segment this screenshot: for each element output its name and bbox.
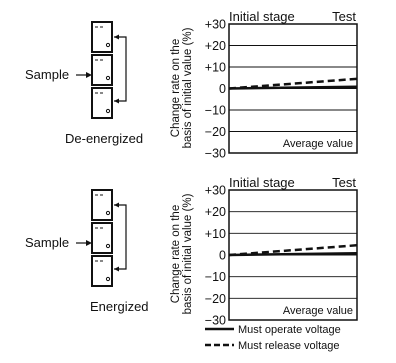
y-axis-label: Change rate on the basis of initial valu… bbox=[170, 27, 194, 148]
condition-label: Energized bbox=[90, 299, 149, 314]
panel-energized: Sample Energized Change rate on the basi… bbox=[25, 175, 358, 328]
relay-box-2 bbox=[91, 222, 113, 254]
sample-arrowhead bbox=[86, 240, 92, 246]
condition-label: De-energized bbox=[65, 131, 143, 146]
y-tick-label: +20 bbox=[205, 39, 226, 53]
y-tick-label: +30 bbox=[205, 184, 226, 198]
top-left-label: Initial stage bbox=[229, 9, 295, 24]
wiring-line bbox=[114, 204, 127, 270]
annotation-average-value: Average value bbox=[283, 305, 353, 317]
y-axis-label-line1: Change rate on the bbox=[170, 39, 182, 137]
y-tick-label: +10 bbox=[205, 61, 226, 75]
relay-box-2 bbox=[91, 54, 113, 86]
y-tick-label: −20 bbox=[205, 292, 226, 306]
y-tick-label: 0 bbox=[219, 82, 226, 96]
top-left-label: Initial stage bbox=[229, 175, 295, 190]
relay-terminals bbox=[95, 194, 111, 282]
y-tick-label: −20 bbox=[205, 125, 226, 139]
y-tick-label: −10 bbox=[205, 104, 226, 118]
series-line-must-operate bbox=[228, 85, 358, 90]
relay-box-1 bbox=[91, 189, 113, 221]
sample-label: Sample bbox=[25, 67, 69, 82]
y-axis-label-line1: Change rate on the bbox=[170, 205, 182, 303]
relay-box-3 bbox=[91, 87, 113, 119]
y-tick-label: 0 bbox=[219, 249, 226, 263]
annotation-average-value: Average value bbox=[283, 138, 353, 150]
y-axis-label: Change rate on the basis of initial valu… bbox=[170, 193, 194, 314]
top-right-label: Test bbox=[332, 175, 356, 190]
legend: Must operate voltage Must release voltag… bbox=[205, 324, 341, 352]
relay-box-3 bbox=[91, 255, 113, 287]
sample-label: Sample bbox=[25, 235, 69, 250]
y-tick-label: +30 bbox=[205, 18, 226, 32]
relay-terminals bbox=[95, 26, 111, 114]
wiring-arrows bbox=[114, 202, 119, 272]
wiring-arrows bbox=[114, 34, 119, 104]
series-line-must-operate bbox=[228, 252, 358, 257]
y-tick-label: +20 bbox=[205, 205, 226, 219]
y-tick-label: −30 bbox=[205, 147, 226, 161]
y-axis-label-line2: basis of initial value (%) bbox=[182, 27, 194, 148]
y-tick-label: −30 bbox=[205, 314, 226, 328]
relay-box-1 bbox=[91, 21, 113, 53]
legend-solid-label: Must operate voltage bbox=[238, 324, 341, 336]
relay-stack-diagram bbox=[91, 21, 127, 119]
legend-dashed-label: Must release voltage bbox=[238, 340, 340, 352]
y-tick-label: −10 bbox=[205, 270, 226, 284]
top-right-label: Test bbox=[332, 9, 356, 24]
sample-arrowhead bbox=[86, 72, 92, 78]
relay-stack-diagram bbox=[91, 189, 127, 287]
y-axis-label-line2: basis of initial value (%) bbox=[182, 193, 194, 314]
panel-de-energized: Sample De-energized Change rate on the b… bbox=[25, 9, 358, 161]
y-tick-label: +10 bbox=[205, 227, 226, 241]
wiring-line bbox=[114, 36, 127, 102]
